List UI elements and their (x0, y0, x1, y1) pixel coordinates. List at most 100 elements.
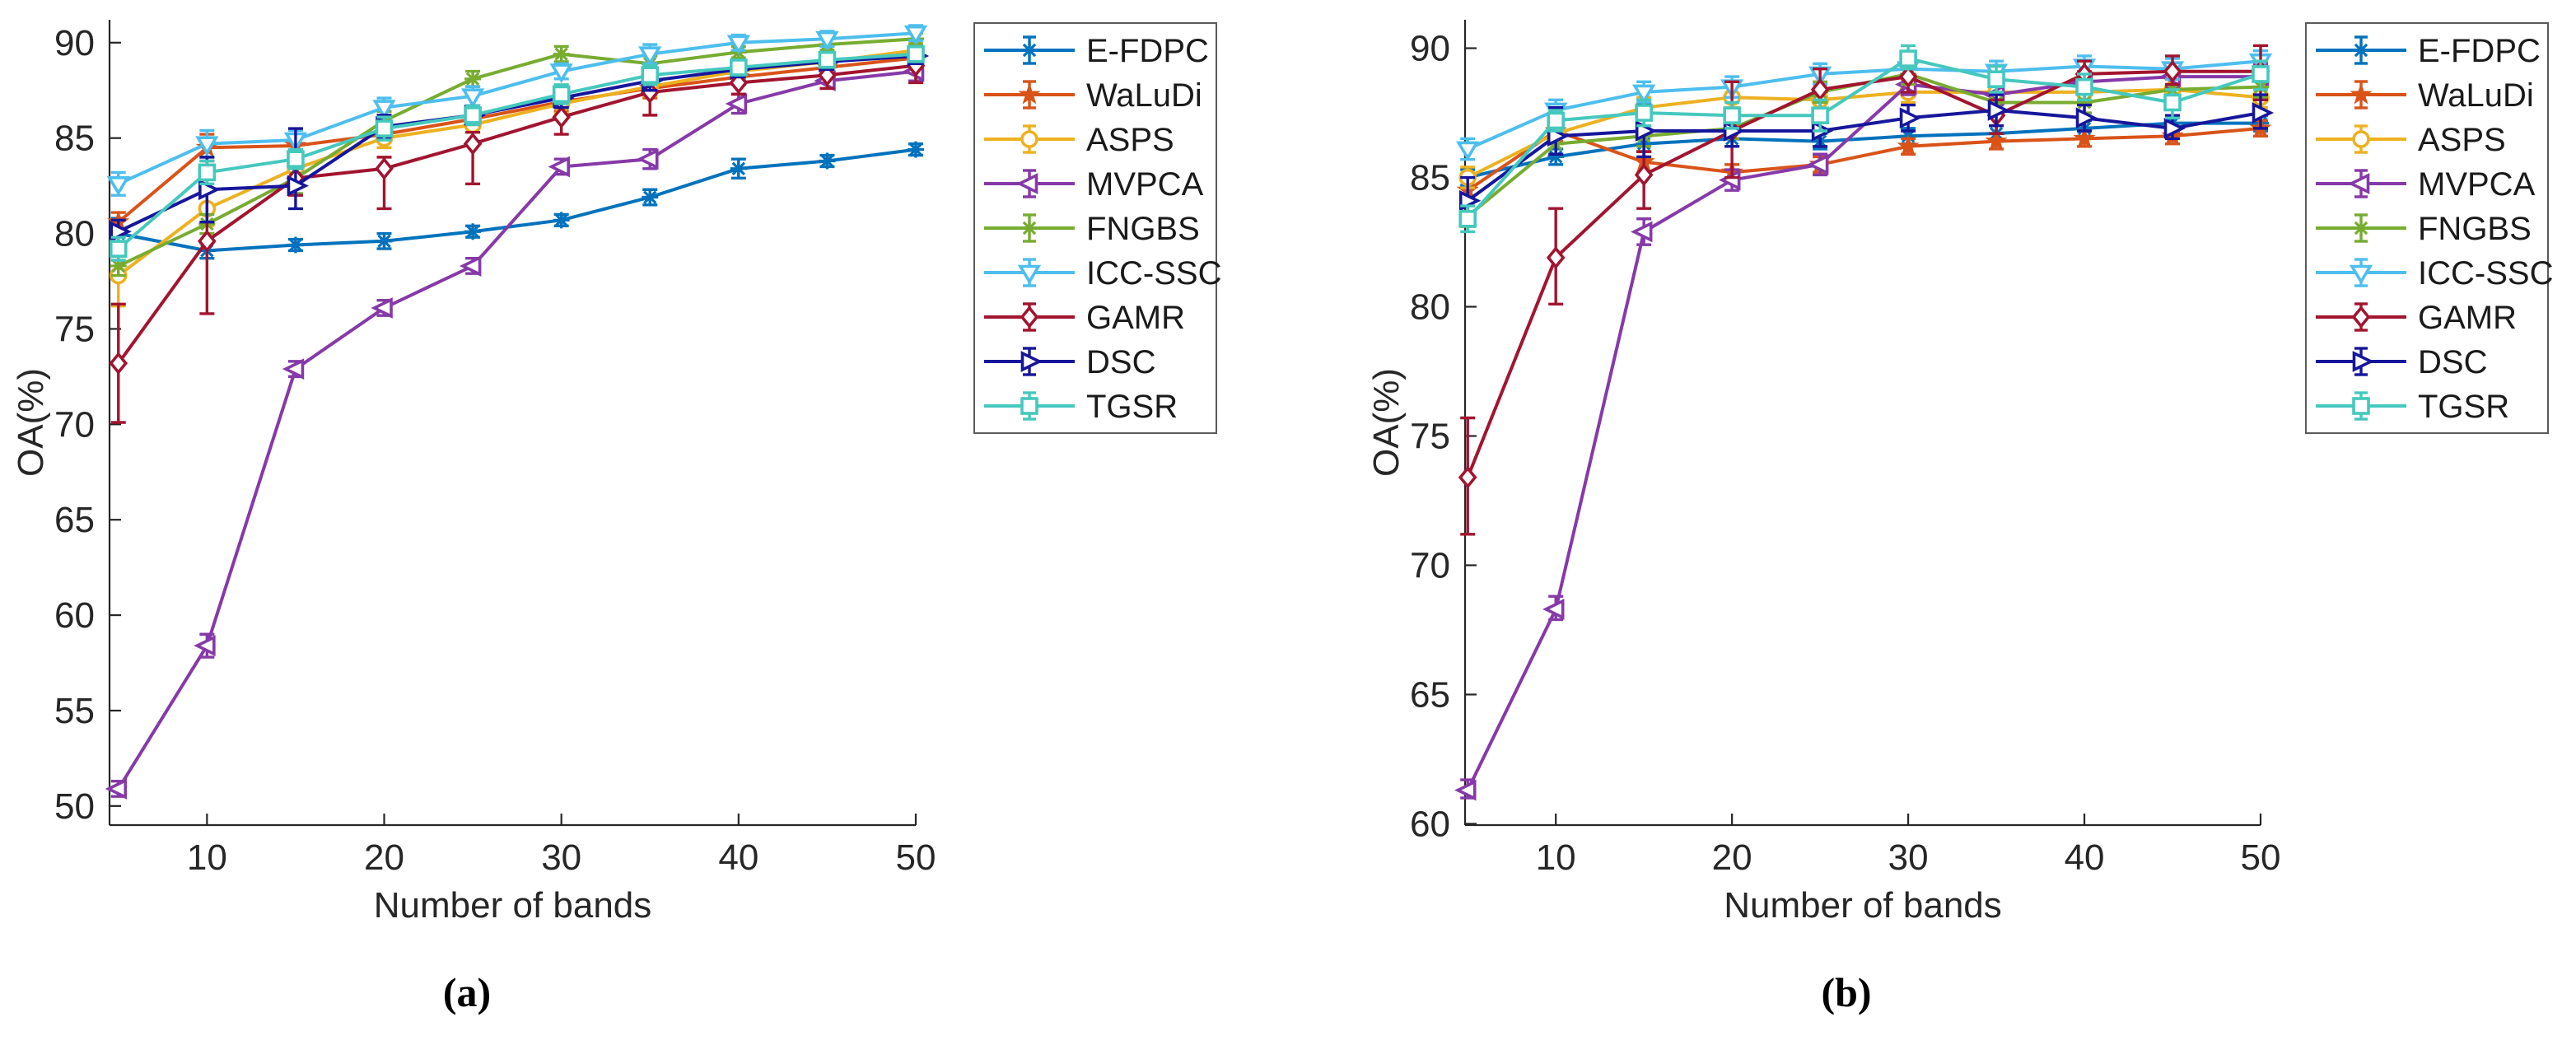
triangle-right-marker (2075, 107, 2098, 129)
triangle-down-marker (1017, 264, 1042, 285)
diamond-marker (1634, 163, 1654, 187)
triangle-right-marker (2352, 351, 2375, 372)
legend-label: MVPCA (2418, 166, 2536, 203)
triangle-left-marker (1631, 221, 1653, 243)
line (1022, 43, 1037, 58)
legend-item-fngbs: FNGBS (984, 211, 1200, 247)
series-mvpca (1454, 62, 2270, 801)
legend-label: ASPS (2418, 122, 2506, 158)
triangle-left-marker (105, 778, 128, 800)
y-tick-label: 70 (54, 404, 95, 445)
y-tick-label: 90 (54, 23, 95, 63)
diamond-marker (198, 229, 217, 253)
y-tick-label: 70 (1410, 545, 1450, 585)
square-marker (2075, 77, 2093, 96)
square-marker (1987, 70, 2005, 89)
triangle-left-marker (2347, 173, 2370, 194)
series-line (117, 37, 917, 268)
triangle-left-marker (1719, 169, 1741, 191)
square-marker (1811, 106, 1829, 124)
series-line (117, 31, 917, 186)
y-tick-label: 60 (1410, 804, 1450, 844)
legend-label: DSC (1086, 344, 1155, 380)
legend-label: TGSR (1086, 389, 1178, 425)
series-line (117, 56, 917, 224)
legend-label: WaLuDi (1086, 77, 1202, 114)
triangle-down-marker (726, 35, 750, 55)
triangle-left-marker (637, 148, 659, 170)
square-marker (2252, 65, 2270, 83)
y-tick-label: 65 (1410, 674, 1450, 715)
diamond-marker (375, 156, 394, 180)
series-line (117, 63, 917, 365)
y-tick-label: 65 (54, 500, 95, 540)
triangle-down-marker (2349, 264, 2373, 285)
x-tick-label: 30 (1888, 837, 1929, 878)
triangle-right-marker (1899, 107, 1922, 129)
series-line (118, 147, 917, 253)
series-line (117, 69, 917, 790)
triangle-down-marker (638, 46, 662, 67)
legend-label: TGSR (2418, 389, 2509, 425)
diamond-marker (1020, 305, 1039, 329)
legend-label: MVPCA (1086, 166, 1204, 203)
y-tick-label: 55 (54, 691, 95, 731)
legend-item-tgsr: TGSR (984, 389, 1178, 425)
legend-item-gamr: GAMR (984, 300, 1185, 336)
line (111, 259, 125, 273)
y-tick-label: 60 (54, 595, 95, 636)
triangle-left-marker (1015, 173, 1038, 194)
triangle-right-marker (1987, 100, 2010, 121)
line (377, 234, 391, 249)
caption-a: (a) (442, 969, 492, 1015)
series-tgsr (1458, 44, 2270, 234)
legend-a: E-FDPC WaLuDi ASPS MVPCA FNGBS ICC-SSC GAMR DSC… (973, 22, 1221, 434)
line (731, 161, 746, 175)
legend-label: E-FDPC (1086, 33, 1209, 69)
square-marker (109, 240, 128, 258)
triangle-right-marker (110, 221, 132, 243)
y-tick-label: 80 (54, 214, 95, 254)
legend-item-mvpca: MVPCA (984, 166, 1204, 203)
legend-item-mvpca: MVPCA (2316, 166, 2536, 203)
y-tick-label: 75 (54, 309, 95, 349)
series-line (1466, 57, 2261, 221)
series-waludi (1456, 116, 2272, 203)
series-dsc (1458, 93, 2275, 226)
legend-item-asps: ASPS (2316, 122, 2506, 158)
series-line (1467, 108, 2261, 203)
x-tick-label: 20 (1712, 837, 1752, 878)
line (820, 154, 834, 168)
triangle-right-marker (287, 175, 310, 197)
series-line (1467, 126, 2261, 192)
square-marker (2352, 397, 2370, 415)
triangle-down-marker (1456, 141, 1480, 161)
triangle-right-marker (2163, 117, 2186, 139)
series-e-fdpc (110, 141, 924, 260)
series-line (1467, 121, 2261, 180)
legend-label: GAMR (2418, 300, 2517, 336)
legend-item-fngbs: FNGBS (2316, 211, 2532, 247)
x-tick-label: 30 (541, 837, 581, 878)
legend-b: E-FDPC WaLuDi ASPS MVPCA FNGBS ICC-SSC GAMR DSC… (2305, 22, 2553, 434)
triangle-down-marker (815, 30, 839, 51)
series-tgsr (109, 44, 925, 262)
triangle-left-marker (371, 297, 393, 319)
square-marker (464, 106, 482, 124)
line (288, 238, 303, 252)
legend-item-waludi: WaLuDi (2316, 77, 2534, 114)
square-marker (287, 150, 305, 168)
legend-item-icc-ssc: ICC-SSC (984, 255, 1221, 291)
square-marker (1458, 209, 1477, 228)
diamond-marker (552, 105, 571, 129)
chart-a: 10 20 30 40 50 50 55 60 65 70 75 80 85 90 Number of ba… (11, 20, 1221, 926)
circle-marker (2352, 130, 2370, 148)
series-line (1467, 87, 2261, 180)
line (554, 47, 568, 61)
line (554, 213, 568, 227)
legend-label: DSC (2418, 344, 2487, 380)
series-line (1466, 75, 2261, 791)
diamond-marker (1546, 246, 1566, 269)
